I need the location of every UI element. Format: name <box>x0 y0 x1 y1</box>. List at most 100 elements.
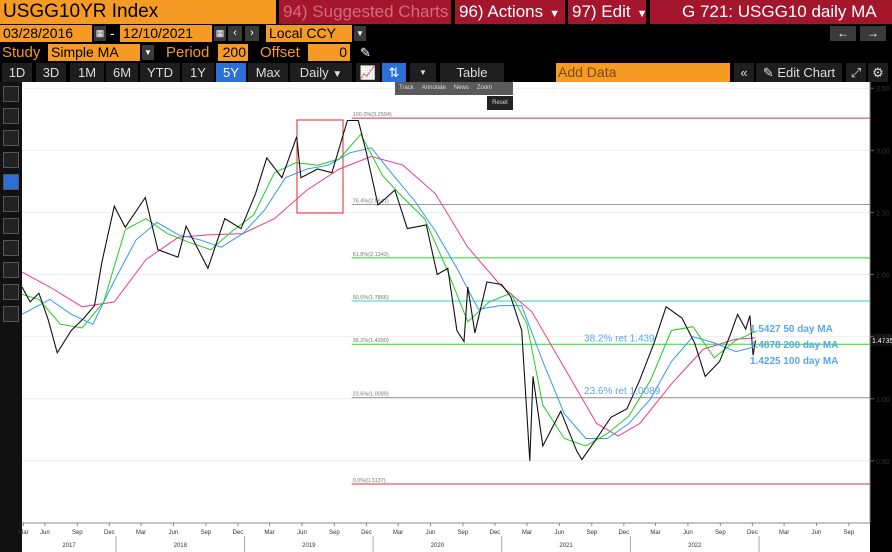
back-arrow-button[interactable]: ‹ <box>228 26 242 41</box>
collapse-icon[interactable]: « <box>734 63 754 82</box>
range-1d[interactable]: 1D <box>2 63 32 82</box>
chart-title: G 721: USGG10 daily MA <box>650 0 892 24</box>
settings-gear-icon[interactable]: ⚙ <box>868 63 888 82</box>
chart-type-dropdown[interactable]: ▼ <box>410 63 436 82</box>
caret-down-icon[interactable]: ▼ <box>354 26 366 41</box>
x-tick-label: Dec <box>619 530 630 536</box>
x-tick-label: Jun <box>297 530 307 536</box>
range-max[interactable]: Max <box>248 63 288 82</box>
range-3d[interactable]: 3D <box>36 63 66 82</box>
arrow-tool-icon[interactable] <box>3 262 19 278</box>
x-tick-label: Mar <box>18 530 28 536</box>
year-label: 2018 <box>174 543 188 549</box>
actions-menu[interactable]: 96) Actions ▼ <box>455 0 565 24</box>
edit-chart-button[interactable]: ✎ Edit Chart <box>756 63 842 82</box>
price-chart[interactable]: 100.0%(3.2594) 76.4%(2.5641) 61.8%(2.1343)… <box>0 82 892 552</box>
edit-label: 97) Edit <box>572 2 631 21</box>
trendline-icon[interactable] <box>3 108 19 124</box>
popup-news[interactable]: News <box>453 85 469 91</box>
x-tick-label: Sep <box>200 530 211 536</box>
x-tick-label: Jun <box>683 530 693 536</box>
resize-icon[interactable]: ⤢ <box>846 63 866 82</box>
redo-button[interactable]: → <box>860 26 886 41</box>
x-tick-label: Mar <box>650 530 660 536</box>
offset-field[interactable]: 0 <box>308 44 350 61</box>
actions-label: 96) Actions <box>459 2 544 21</box>
year-label: 2017 <box>62 543 76 549</box>
period-field[interactable]: 200 <box>218 44 248 61</box>
x-tick-label: Sep <box>72 530 83 536</box>
start-date-field[interactable]: 03/28/2016 <box>0 25 92 42</box>
fib-level-label: 100.0%(3.2594) <box>353 112 392 118</box>
retracement-tool-icon[interactable] <box>3 174 19 190</box>
selection-box <box>296 119 344 214</box>
suggested-charts-button[interactable]: 94) Suggested Charts <box>279 0 451 24</box>
line-chart-icon[interactable]: 📈 <box>356 63 380 82</box>
last-price-label: 1.4735 <box>872 338 892 345</box>
study-select[interactable]: Simple MA <box>48 44 140 61</box>
date-range-bar: 03/28/2016 ▦ - 12/10/2021 ▦ ‹ › Local CC… <box>0 24 892 43</box>
range-1m[interactable]: 1M <box>70 63 104 82</box>
undo-button[interactable]: ← <box>830 26 856 41</box>
fib-level-label: 50.0%(1.7866) <box>353 295 389 301</box>
calendar-icon[interactable]: ▦ <box>94 26 106 41</box>
x-tick-label: Mar <box>393 530 403 536</box>
ma-value-label: 1.5427 50 day MA <box>750 324 833 335</box>
y-tick-label: 2.00 <box>876 273 890 280</box>
fibonacci-icon[interactable] <box>3 130 19 146</box>
x-tick-label: Sep <box>715 530 726 536</box>
popup-annotate[interactable]: Annotate <box>421 85 446 91</box>
popup-zoom[interactable]: Zoom <box>476 85 493 91</box>
series-line-usgg10yr <box>21 119 757 461</box>
range-1y[interactable]: 1Y <box>182 63 214 82</box>
year-label: 2021 <box>559 543 573 549</box>
pencil-icon: ✎ <box>762 65 774 80</box>
series-line-100-day-ma <box>21 147 756 439</box>
edit-menu[interactable]: 97) Edit ▼ <box>568 0 647 24</box>
channel-icon[interactable] <box>3 196 19 212</box>
horizontal-line-icon[interactable] <box>3 284 19 300</box>
x-tick-label: Sep <box>844 530 855 536</box>
fib-fan-icon[interactable] <box>3 152 19 168</box>
end-date-field[interactable]: 12/10/2021 <box>120 25 212 42</box>
drawing-tools-panel <box>0 82 22 552</box>
x-tick-label: Sep <box>586 530 597 536</box>
y-tick-label: 0.50 <box>876 459 890 466</box>
fib-level-label: 23.6%(1.0089) <box>353 392 389 398</box>
edit-chart-label: Edit Chart <box>777 65 836 80</box>
forward-arrow-button[interactable]: › <box>245 26 259 41</box>
frequency-select[interactable]: Daily ▼ <box>290 63 352 82</box>
y-tick-label: 1.50 <box>876 335 890 342</box>
pencil-icon[interactable]: ✎ <box>360 45 371 60</box>
shape-tool-icon[interactable] <box>3 240 19 256</box>
x-tick-label: Jun <box>169 530 179 536</box>
x-tick-label: Jun <box>555 530 565 536</box>
ma-value-label: 1.4878 200 day MA <box>750 340 838 351</box>
popup-track[interactable]: Track <box>399 85 414 91</box>
eraser-icon[interactable] <box>3 306 19 322</box>
chart-interaction-popup: Track Annotate News Zoom Reset <box>395 82 513 112</box>
currency-select[interactable]: Local CCY <box>266 25 352 42</box>
range-5y[interactable]: 5Y <box>216 63 246 82</box>
text-tool-icon[interactable] <box>3 218 19 234</box>
caret-down-icon[interactable]: ▼ <box>142 45 154 60</box>
range-ytd[interactable]: YTD <box>140 63 180 82</box>
x-tick-label: Dec <box>747 530 758 536</box>
ticker-field[interactable]: USGG10YR Index <box>0 0 276 24</box>
x-tick-label: Mar <box>136 530 146 536</box>
study-label: Study <box>2 44 41 61</box>
table-button[interactable]: Table <box>440 63 504 82</box>
fib-level-label: 61.8%(2.1343) <box>353 252 389 258</box>
bar-chart-icon[interactable]: ⇅ <box>382 63 406 82</box>
popup-reset-button[interactable]: Reset <box>487 96 513 110</box>
calendar-icon[interactable]: ▦ <box>214 26 226 41</box>
cursor-icon[interactable] <box>3 86 19 102</box>
fib-level-label: 38.2%(1.4390) <box>353 338 389 344</box>
retracement-annotation: 38.2% ret 1.439 <box>584 334 655 345</box>
offset-label: Offset <box>260 44 300 61</box>
series-line-50-day-ma <box>21 133 756 447</box>
ma-value-label: 1.4225 100 day MA <box>750 356 838 367</box>
add-data-field[interactable]: Add Data <box>556 63 730 82</box>
x-tick-label: Dec <box>490 530 501 536</box>
range-6m[interactable]: 6M <box>106 63 138 82</box>
